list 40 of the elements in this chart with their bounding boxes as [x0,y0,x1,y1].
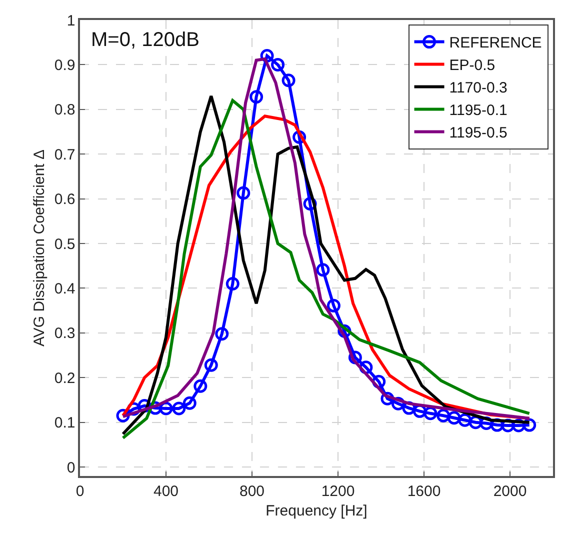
y-tick-label: 0.1 [54,414,76,432]
legend-label: REFERENCE [449,34,542,52]
point [458,413,472,427]
x-tick-label: 1600 [407,482,441,500]
y-tick-label: 0 [66,459,76,476]
y-axis-title: AVG Dissipation Coefficient Δ [31,149,48,347]
legend-label: EP-0.5 [449,57,496,74]
annotation: M=0, 120dB [91,29,200,51]
point [316,263,330,277]
point [236,186,250,200]
point [215,327,229,341]
point [204,358,218,372]
point [194,379,208,393]
y-tick-label: 0.9 [54,56,76,74]
point [250,90,264,104]
point [172,402,186,416]
point [271,58,285,72]
point [326,298,340,312]
point [436,408,450,422]
y-tick-label: 0.4 [54,280,76,298]
y-tick-label: 0.7 [54,146,76,164]
y-tick-label: 0.2 [54,370,76,387]
legend-label: 1195-0.5 [449,124,508,142]
x-tick-label: 1200 [321,482,355,500]
point [447,411,461,425]
x-tick-label: 2000 [493,482,527,500]
legend-label: 1195-0.1 [449,102,508,120]
x-tick-label: 400 [153,482,179,500]
point [182,396,196,410]
point [282,74,296,88]
y-tick-label: 0.3 [54,325,76,342]
y-tick-label: 0.8 [54,102,76,119]
y-tick-label: 0.5 [54,236,76,253]
x-axis-title: Frequency [Hz] [266,502,368,520]
x-tick-label: 800 [239,482,265,500]
point [226,277,240,291]
y-tick-label: 0.6 [54,191,76,208]
legend-label: 1170-0.3 [449,80,508,97]
y-tick-label: 1 [66,12,76,30]
point [424,406,438,420]
